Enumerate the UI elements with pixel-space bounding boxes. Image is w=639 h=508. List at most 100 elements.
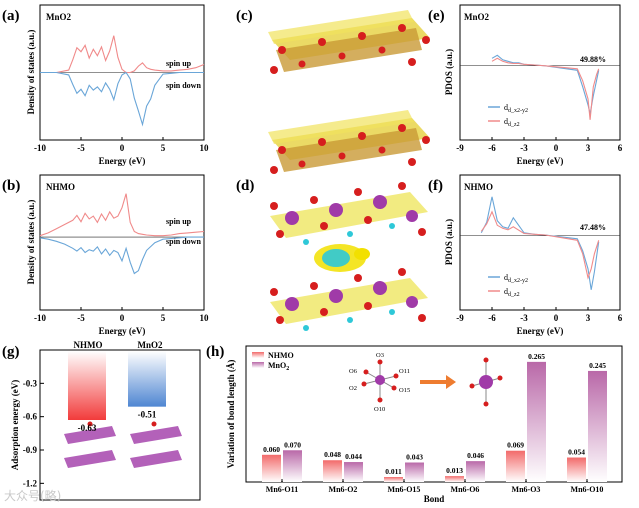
x-tick-label: -5: [77, 143, 85, 153]
series-d-x2-y2: [480, 196, 600, 290]
bar-value-label: 0.048: [324, 450, 341, 459]
x-axis-label: Energy (eV): [517, 156, 564, 166]
bar-value-label: -0.51: [138, 410, 157, 420]
x-axis-label: Energy (eV): [99, 156, 146, 166]
legend-dz2: dd_z2: [504, 117, 520, 128]
percentage-annotation: 49.88%: [580, 55, 606, 64]
bar-value-label: 0.044: [345, 452, 362, 461]
spin-down-label: spin down: [166, 81, 201, 90]
bar-nhmo: [384, 477, 403, 482]
inset-o6: O6: [349, 368, 358, 375]
series-d-z2: [480, 210, 600, 280]
structure-c-render: [268, 10, 430, 174]
x-tick-label: -9: [456, 143, 464, 153]
x-tick-label: 0: [120, 143, 125, 153]
x-tick-label: 0: [554, 313, 559, 323]
x-tick-label: Mn6-O11: [266, 485, 298, 494]
bar-nhmo: [445, 476, 464, 482]
chart-b: NHMO spin up spin down Density of states…: [26, 174, 210, 336]
inset-o11: O11: [399, 368, 410, 375]
spin-up-label: spin up: [166, 217, 192, 226]
crystal-thumbnail: [64, 421, 182, 468]
plot-frame: [459, 4, 621, 141]
legend-mno2: MnO2: [268, 361, 289, 372]
plot-frame: [245, 345, 623, 483]
arrow-icon: [420, 375, 456, 389]
x-tick-label: 0: [554, 143, 559, 153]
bar-value-label: 0.046: [467, 451, 484, 460]
legend-swatch-mno2: [252, 362, 264, 368]
bar-value-label: 0.265: [528, 352, 545, 361]
panel-label-d: (d): [236, 178, 254, 194]
bar-value-label: 0.245: [589, 361, 606, 370]
inset-o15: O15: [399, 387, 410, 394]
x-tick-label: 3: [586, 313, 591, 323]
x-tick-label: -3: [520, 313, 528, 323]
x-tick-label: 0: [120, 313, 125, 323]
y-axis-label: PDOS (a.u.): [444, 219, 454, 265]
bar-mno2: [588, 370, 607, 482]
chart-title: NHMO: [46, 182, 75, 192]
bar-mno2: [128, 351, 166, 407]
series-spin-down: [39, 236, 204, 275]
inset-o2: O2: [349, 385, 357, 392]
y-axis-label: Adsorption energy (eV): [10, 380, 20, 471]
bar-nhmo: [262, 454, 281, 482]
x-tick-label: -5: [77, 313, 85, 323]
y-axis-label: Density of states (a.u.): [26, 200, 36, 285]
y-tick-label: -0.9: [23, 445, 38, 455]
bar-mno2: [405, 462, 424, 482]
panel-label-e: (e): [428, 8, 445, 24]
y-axis-label: Density of states (a.u.): [26, 30, 36, 115]
bar-value-label: 0.070: [284, 440, 301, 449]
x-tick-label: 5: [161, 143, 166, 153]
plot-frame: [459, 174, 621, 311]
panel-label-g: (g): [2, 344, 20, 360]
y-tick-label: -1.2: [23, 478, 38, 488]
spin-down-label: spin down: [166, 237, 201, 246]
plot-frame: [39, 349, 201, 501]
series-d-z2: [491, 57, 600, 120]
bar-mno2: [466, 461, 485, 482]
x-axis-label: Bond: [424, 494, 445, 504]
bar-value-label: 0.011: [385, 467, 402, 476]
chart-h: Variation of bond length (Å) Bond NHMO M…: [226, 345, 623, 504]
y-axis-label: PDOS (a.u.): [444, 49, 454, 95]
x-tick-label: Mn6-O10: [571, 485, 604, 494]
series-spin-down: [40, 71, 204, 127]
x-tick-label: Mn6-O15: [388, 485, 421, 494]
legend-nhmo: NHMO: [268, 351, 294, 360]
x-axis-label: Energy (eV): [99, 326, 146, 336]
legend-dx2y2: dd_x2-y2: [504, 103, 528, 114]
percentage-annotation: 47.48%: [580, 223, 606, 232]
x-tick-label: 10: [200, 313, 210, 323]
inset-o3: O3: [376, 352, 384, 359]
panel-label-c: (c): [236, 8, 253, 24]
spin-up-label: spin up: [166, 59, 192, 68]
bar-mno2: [527, 361, 546, 482]
category-label-nhmo: NHMO: [74, 340, 103, 350]
chart-g: NHMO MnO2 Adsorption energy (eV) -0.3 -0.…: [10, 340, 201, 501]
y-axis-label: Variation of bond length (Å): [226, 360, 236, 469]
panel-label-f: (f): [428, 178, 443, 194]
x-tick-label: Mn6-O6: [451, 485, 480, 494]
chart-title: NHMO: [464, 182, 493, 192]
bar-value-label: 0.013: [446, 466, 463, 475]
bar-value-label: -0.63: [78, 423, 97, 433]
x-tick-label: 6: [618, 143, 623, 153]
x-tick-label: -9: [456, 313, 464, 323]
legend-dz2: dd_z2: [504, 287, 520, 298]
x-tick-label: -10: [34, 143, 46, 153]
bar-value-label: 0.060: [263, 445, 280, 454]
series-spin-up: [39, 193, 205, 237]
category-label-mno2: MnO2: [137, 340, 163, 350]
x-axis-label: Energy (eV): [517, 326, 564, 336]
x-tick-label: 3: [586, 143, 591, 153]
chart-e: MnO2 49.88% PDOS (a.u.) Energy (eV) dd_x…: [444, 4, 623, 166]
panel-label-b: (b): [2, 178, 20, 194]
bar-nhmo: [567, 457, 586, 482]
bar-value-label: 0.043: [406, 453, 423, 462]
inset-o10: O10: [374, 406, 385, 413]
x-tick-label: -6: [488, 313, 496, 323]
